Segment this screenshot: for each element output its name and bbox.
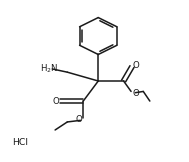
Text: O: O [132,89,139,98]
Text: O: O [76,115,82,124]
Text: O: O [133,61,140,70]
Text: H$_2$N: H$_2$N [40,63,58,75]
Text: HCl: HCl [12,138,28,147]
Text: O: O [52,97,59,106]
